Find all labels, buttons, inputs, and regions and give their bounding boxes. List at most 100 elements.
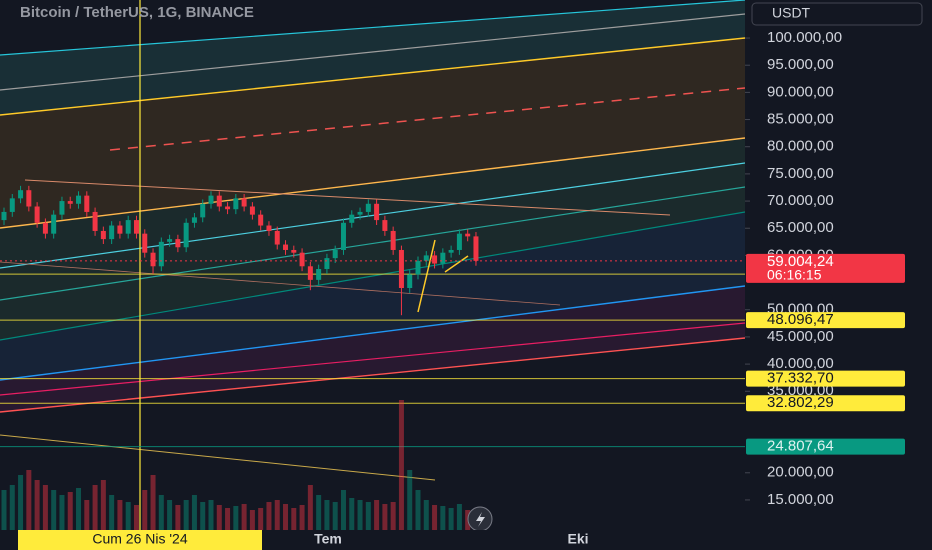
volume-bar xyxy=(283,504,289,530)
candle-body xyxy=(117,225,123,234)
currency-label: USDT xyxy=(772,5,811,21)
volume-bar xyxy=(299,505,305,530)
volume-bar xyxy=(423,500,429,530)
candle-body xyxy=(390,230,396,250)
volume-bar xyxy=(440,506,446,530)
candle-body xyxy=(340,222,346,250)
candle-body xyxy=(316,268,322,280)
volume-bar xyxy=(76,488,82,530)
volume-bar xyxy=(241,504,247,530)
volume-bar xyxy=(84,500,90,530)
candle-body xyxy=(92,211,98,231)
volume-bar xyxy=(175,505,181,530)
candle-body xyxy=(324,258,330,269)
volume-bar xyxy=(432,505,438,530)
candle-body xyxy=(473,236,479,261)
axis-labels: 100.000,00 95.000,00 90.000,00 85.000,00 80.… xyxy=(745,29,905,508)
candle-body xyxy=(26,190,32,207)
volume-bar xyxy=(307,485,313,530)
volume-bar xyxy=(92,485,98,530)
volume-bar xyxy=(382,504,388,530)
candle-body xyxy=(249,206,255,215)
candle-body xyxy=(76,195,82,204)
volume-bar xyxy=(448,508,454,530)
volume-bar xyxy=(51,490,57,530)
trend-line xyxy=(24,179,671,216)
band xyxy=(0,212,745,380)
volume-bar xyxy=(133,505,139,530)
candle-body xyxy=(34,206,40,223)
candle-body xyxy=(42,222,48,234)
volume-bar xyxy=(150,475,156,530)
volume-bar xyxy=(26,470,32,530)
x-tick-label: Tem xyxy=(314,531,342,547)
volume-bar xyxy=(349,498,355,530)
volume-bar xyxy=(357,500,363,530)
countdown-label: 06:16:15 xyxy=(767,267,822,283)
crosshair-label: Cum 26 Nis '24 xyxy=(92,531,187,547)
candle-body xyxy=(274,230,280,245)
candle-body xyxy=(59,201,65,215)
candle-body xyxy=(183,222,189,248)
level-label: 24.807,64 xyxy=(767,438,834,455)
volume-bar xyxy=(183,500,189,530)
volume-bar xyxy=(274,500,280,530)
volume-bar xyxy=(59,495,65,530)
level-label: 48.096,47 xyxy=(767,311,834,328)
candle-body xyxy=(349,214,355,223)
volume-bar xyxy=(398,400,404,530)
candle-body xyxy=(109,225,115,240)
channel-line xyxy=(0,186,745,301)
candle-body xyxy=(266,225,272,231)
y-tick-label: 80.000,00 xyxy=(767,138,834,155)
candle-body xyxy=(216,195,222,207)
candle-body xyxy=(133,220,139,234)
volume-bar xyxy=(316,495,322,530)
chart-title: Bitcoin / TetherUS, 1G, BINANCE xyxy=(20,4,254,21)
channel-line xyxy=(0,37,745,116)
trend-line xyxy=(417,239,436,313)
candle-body xyxy=(456,233,462,250)
level-badge xyxy=(746,370,905,387)
lightning-icon xyxy=(476,512,485,527)
candle-body xyxy=(208,195,214,204)
candle-body xyxy=(432,255,438,264)
last-price-label: 59.004,24 xyxy=(767,253,834,270)
drawings xyxy=(0,0,745,530)
candle-body xyxy=(51,214,57,234)
volume-bar xyxy=(191,495,197,530)
currency-button[interactable] xyxy=(751,2,923,26)
volume-bar xyxy=(34,480,40,530)
channel-line xyxy=(0,211,745,341)
level-label: 32.802,29 xyxy=(767,394,834,411)
candle-body xyxy=(150,252,156,267)
volume-bar xyxy=(456,504,462,530)
volume-bar xyxy=(42,485,48,530)
trend-line xyxy=(0,261,561,306)
volume-bar xyxy=(407,470,413,530)
volume-bar xyxy=(1,490,7,530)
volume-bar xyxy=(390,502,396,530)
volume-bar xyxy=(9,485,15,530)
channel-line xyxy=(0,285,745,381)
channel-line xyxy=(0,137,745,229)
volume-bar xyxy=(208,500,214,530)
trend-line xyxy=(444,255,469,273)
channel-line xyxy=(0,0,745,56)
candle-body xyxy=(225,206,231,210)
volume-bar xyxy=(340,490,346,530)
y-tick-label: 90.000,00 xyxy=(767,83,834,100)
candle-body xyxy=(241,198,247,207)
channel-line xyxy=(0,13,745,91)
volume-bar xyxy=(18,475,24,530)
volume-bar xyxy=(142,490,148,530)
channel-line xyxy=(109,87,745,151)
volume-bar xyxy=(291,508,297,530)
candle-body xyxy=(258,214,264,226)
volume-bar xyxy=(365,502,371,530)
candle-body xyxy=(167,239,173,242)
band xyxy=(0,0,745,115)
volume-bar xyxy=(200,502,206,530)
y-tick-label: 45.000,00 xyxy=(767,328,834,345)
